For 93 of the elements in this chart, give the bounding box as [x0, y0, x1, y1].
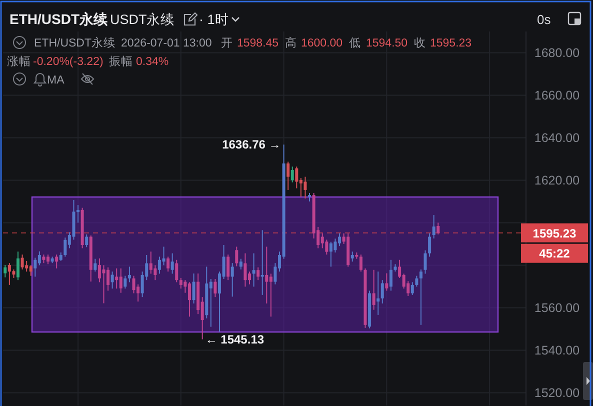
- y-tick-label: 1660.00: [534, 88, 580, 103]
- candlestick: [149, 251, 152, 274]
- annotation: 收: [414, 36, 426, 50]
- candlestick: [20, 254, 24, 270]
- annotation: 2026-07-01 13:00: [121, 38, 212, 50]
- annotation: 1636.76 →: [222, 138, 281, 152]
- candlestick: [415, 275, 418, 288]
- candlestick: [325, 239, 328, 256]
- candlestick: [320, 232, 324, 249]
- annotation: 1595.23: [430, 38, 472, 50]
- candlestick: [162, 246, 166, 266]
- candlestick: [428, 232, 432, 258]
- candlestick: [16, 251, 20, 281]
- candlestick: [38, 250, 41, 266]
- candlestick: [25, 260, 28, 272]
- annotation: 1594.50: [366, 38, 408, 50]
- y-tick-label: 1540.00: [534, 344, 580, 358]
- y-tick-label: 1620.00: [534, 174, 580, 188]
- candlestick: [124, 275, 127, 290]
- candlestick: [64, 237, 67, 258]
- candlestick: [372, 269, 376, 310]
- annotation: 涨幅: [7, 55, 31, 68]
- annotation: 开: [221, 36, 233, 50]
- annotation: 振幅: [109, 55, 133, 68]
- candlestick: [235, 246, 238, 267]
- candlestick: [132, 275, 136, 294]
- candlestick: [380, 280, 384, 304]
- candlestick: [102, 264, 106, 304]
- annotation: 0.34%: [136, 56, 169, 68]
- candlestick: [410, 282, 414, 296]
- text: · 1时: [199, 12, 229, 27]
- candlestick: [436, 222, 440, 235]
- chart-subtitle: USDT永续: [110, 12, 175, 27]
- candlestick: [110, 271, 114, 290]
- text: 0s: [537, 12, 552, 27]
- candlestick: [154, 264, 157, 281]
- candlestick: [334, 238, 337, 253]
- candlestick: [329, 241, 332, 268]
- candlestick: [389, 259, 392, 292]
- candlestick: [359, 254, 362, 272]
- candlestick: [94, 258, 97, 272]
- candlestick: [385, 272, 388, 292]
- candlestick: [265, 246, 268, 304]
- annotation: 低: [349, 36, 361, 50]
- text: 45:22: [539, 246, 570, 260]
- candlestick: [115, 268, 118, 290]
- candlestick: [170, 252, 174, 274]
- candlestick: [432, 214, 436, 239]
- y-tick-label: 1680.00: [534, 46, 580, 60]
- candlestick: [419, 268, 422, 326]
- candlestick: [4, 264, 7, 278]
- candlestick: [350, 251, 354, 262]
- candlestick: [226, 254, 230, 281]
- candlestick: [98, 258, 101, 283]
- candlestick: [256, 266, 260, 281]
- candlestick: [179, 277, 182, 290]
- candlestick: [188, 282, 191, 318]
- candlestick: [260, 230, 264, 296]
- candlestick: [214, 278, 217, 298]
- candlestick: [119, 268, 122, 294]
- candlestick: [295, 166, 298, 189]
- candlestick: [286, 161, 290, 190]
- annotation: ETH/USDT永续: [34, 36, 116, 50]
- candlestick: [192, 272, 196, 304]
- candlestick: [244, 252, 247, 288]
- annotation: MA: [47, 74, 65, 86]
- candlestick: [290, 166, 294, 183]
- chart-title: ETH/USDT永续: [10, 11, 108, 27]
- candlestick: [8, 262, 11, 286]
- candlestick: [175, 259, 178, 283]
- annotation: 高: [285, 36, 297, 50]
- candlestick: [29, 264, 32, 276]
- annotation: 1598.45: [237, 38, 279, 50]
- candlestick: [230, 262, 234, 298]
- candlestick: [424, 250, 427, 274]
- candlestick: [239, 258, 242, 270]
- candlestick: [166, 256, 170, 272]
- y-tick-label: 1640.00: [534, 131, 580, 146]
- ref-line-label: 1595.23: [532, 226, 577, 240]
- candlestick: [85, 234, 88, 248]
- candlestick: [34, 257, 37, 278]
- candlestick: [209, 278, 212, 328]
- candlestick: [128, 266, 131, 283]
- candlestick: [252, 252, 256, 288]
- candlestick: [304, 176, 307, 199]
- candlestick: [376, 271, 380, 316]
- candlestick: [269, 273, 272, 318]
- annotation: ← 1545.13: [205, 332, 264, 346]
- y-tick-label: 1560.00: [534, 301, 580, 316]
- annotation: 1600.00: [301, 38, 343, 50]
- candlestick: [55, 254, 58, 269]
- y-tick-label: 1520.00: [534, 386, 580, 400]
- annotation: -0.20%(-3.22): [33, 56, 104, 68]
